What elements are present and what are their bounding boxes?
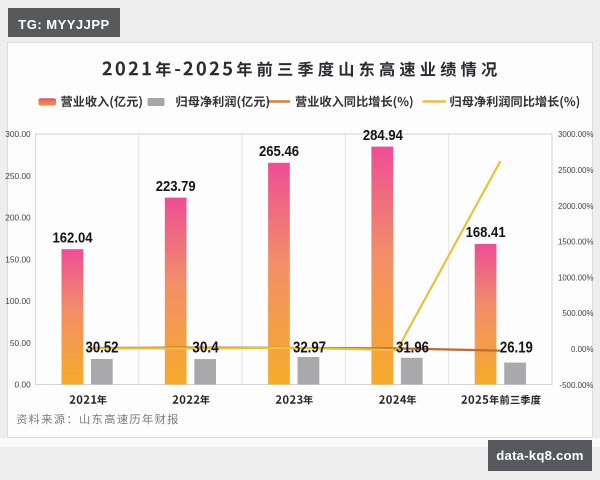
svg-text:1000.00%: 1000.00%: [558, 272, 594, 282]
svg-text:2000.00%: 2000.00%: [558, 201, 594, 211]
svg-text:30.4: 30.4: [192, 339, 219, 356]
svg-text:100.00: 100.00: [5, 296, 31, 306]
svg-text:0.00%: 0.00%: [571, 344, 594, 354]
svg-text:250.00: 250.00: [5, 171, 31, 181]
svg-text:500.00%: 500.00%: [563, 308, 595, 318]
svg-text:3000.00%: 3000.00%: [558, 129, 594, 139]
svg-text:284.94: 284.94: [363, 128, 404, 144]
svg-text:300.00: 300.00: [5, 129, 31, 139]
svg-text:31.96: 31.96: [396, 339, 429, 356]
svg-text:0.00: 0.00: [15, 380, 32, 390]
svg-text:32.97: 32.97: [293, 339, 326, 356]
svg-text:150.00: 150.00: [5, 254, 31, 264]
svg-text:265.46: 265.46: [259, 144, 299, 160]
svg-text:168.41: 168.41: [466, 225, 506, 241]
svg-text:50.00: 50.00: [10, 338, 31, 348]
svg-text:2500.00%: 2500.00%: [558, 165, 594, 175]
svg-text:26.19: 26.19: [500, 339, 533, 356]
svg-text:1500.00%: 1500.00%: [558, 237, 594, 247]
svg-text:223.79: 223.79: [156, 179, 196, 195]
svg-text:162.04: 162.04: [53, 230, 94, 246]
svg-text:-500.00%: -500.00%: [560, 380, 595, 390]
svg-text:30.52: 30.52: [86, 339, 119, 356]
svg-text:200.00: 200.00: [5, 213, 31, 223]
